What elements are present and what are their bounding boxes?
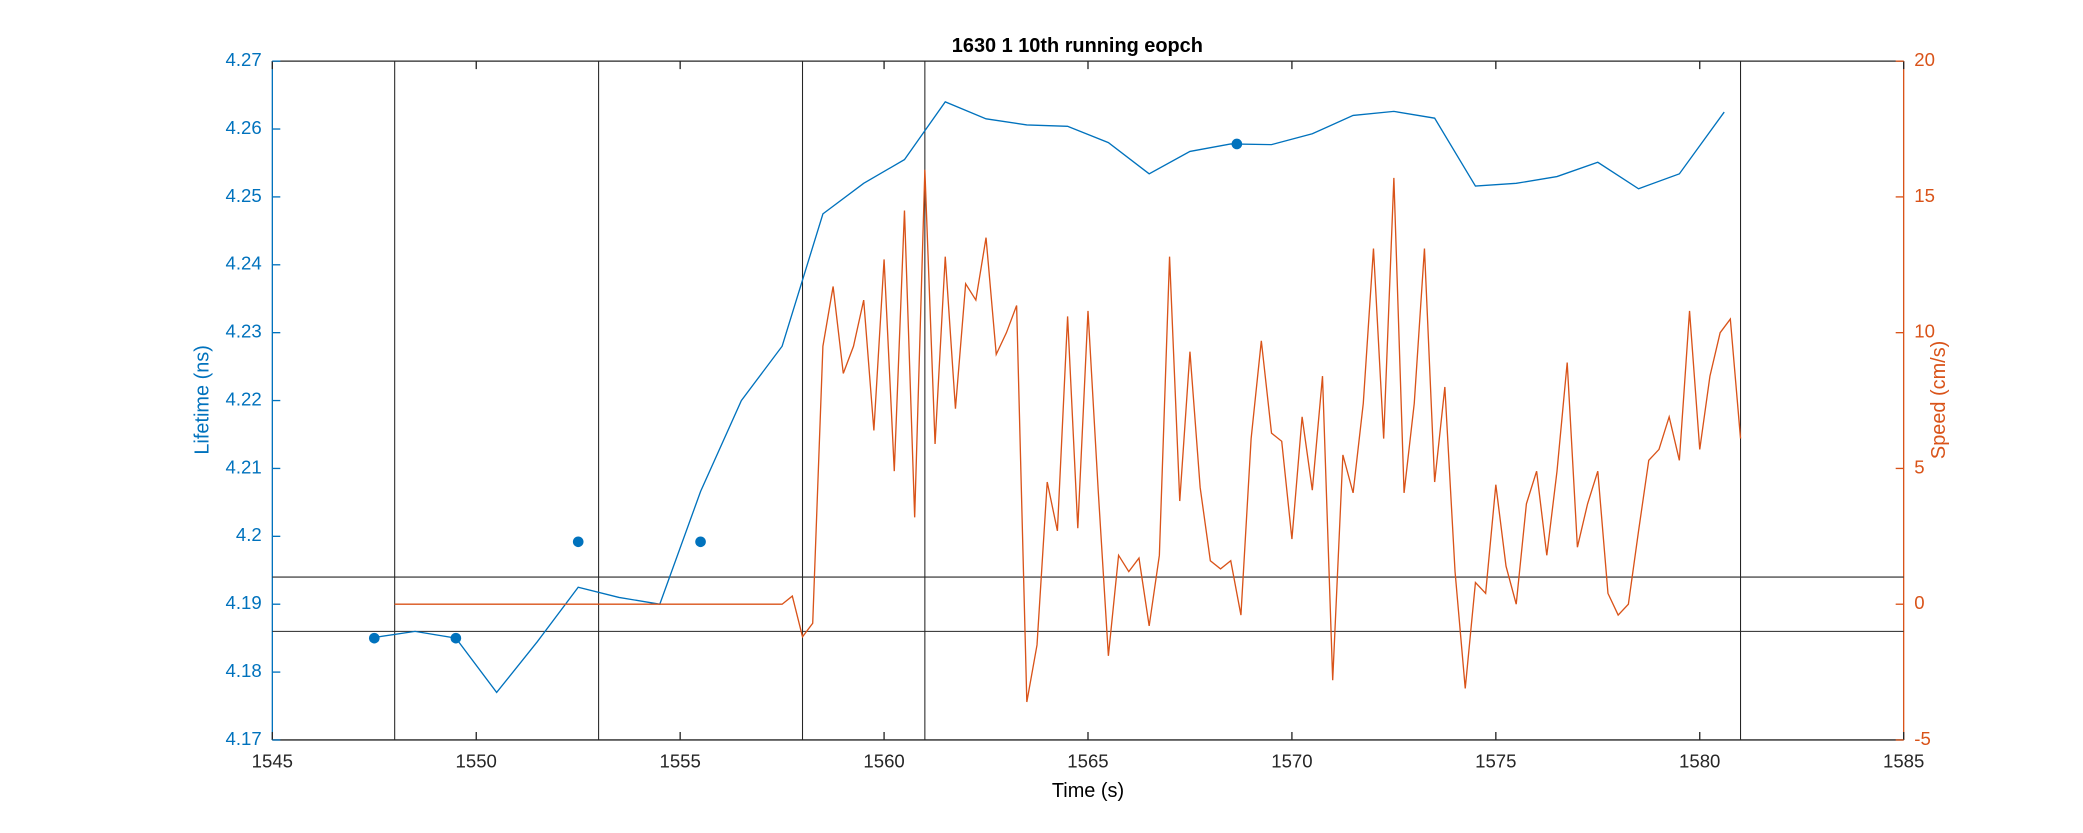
- y-tick-label: 4.26: [226, 117, 262, 138]
- y2-tick-label: 10: [1914, 321, 1935, 342]
- y2-tick-label: 5: [1914, 456, 1924, 477]
- x-tick-label: 1575: [1475, 750, 1516, 771]
- y-tick-label: 4.19: [226, 592, 262, 613]
- y2-axis-label: Speed (cm/s): [1928, 341, 1950, 459]
- x-tick-label: 1570: [1271, 750, 1312, 771]
- y-tick-label: 4.17: [226, 728, 262, 749]
- y-axis-label: Lifetime (ns): [192, 345, 214, 455]
- y2-tick-label: 15: [1914, 185, 1935, 206]
- x-tick-label: 1550: [456, 750, 497, 771]
- y-tick-label: 4.24: [226, 253, 262, 274]
- data-line: [394, 169, 1742, 703]
- data-point: [572, 536, 584, 548]
- x-tick-label: 1555: [659, 750, 700, 771]
- x-tick-label: 1545: [252, 750, 293, 771]
- y2-tick-label: 20: [1914, 49, 1935, 70]
- data-point: [450, 632, 462, 644]
- y-tick-label: 4.22: [226, 388, 262, 409]
- x-tick-label: 1565: [1067, 750, 1108, 771]
- y2-tick-label: -5: [1914, 728, 1931, 749]
- y-tick-label: 4.18: [226, 660, 262, 681]
- data-line: [374, 101, 1725, 694]
- y-tick-label: 4.27: [226, 49, 262, 70]
- data-point: [368, 632, 380, 644]
- data-point: [695, 536, 706, 548]
- x-tick-label: 1585: [1883, 750, 1924, 771]
- data-point: [1231, 138, 1243, 150]
- x-tick-label: 1580: [1679, 750, 1720, 771]
- y2-tick-label: 0: [1914, 592, 1924, 613]
- chart-title: 1630 1 10th running eopch: [952, 35, 1203, 57]
- y-tick-label: 4.25: [226, 185, 262, 206]
- y-tick-label: 4.2: [236, 524, 262, 545]
- y-tick-label: 4.21: [226, 456, 262, 477]
- x-tick-label: 1560: [863, 750, 904, 771]
- x-axis-label: Time (s): [1052, 780, 1124, 802]
- y-tick-label: 4.23: [226, 321, 262, 342]
